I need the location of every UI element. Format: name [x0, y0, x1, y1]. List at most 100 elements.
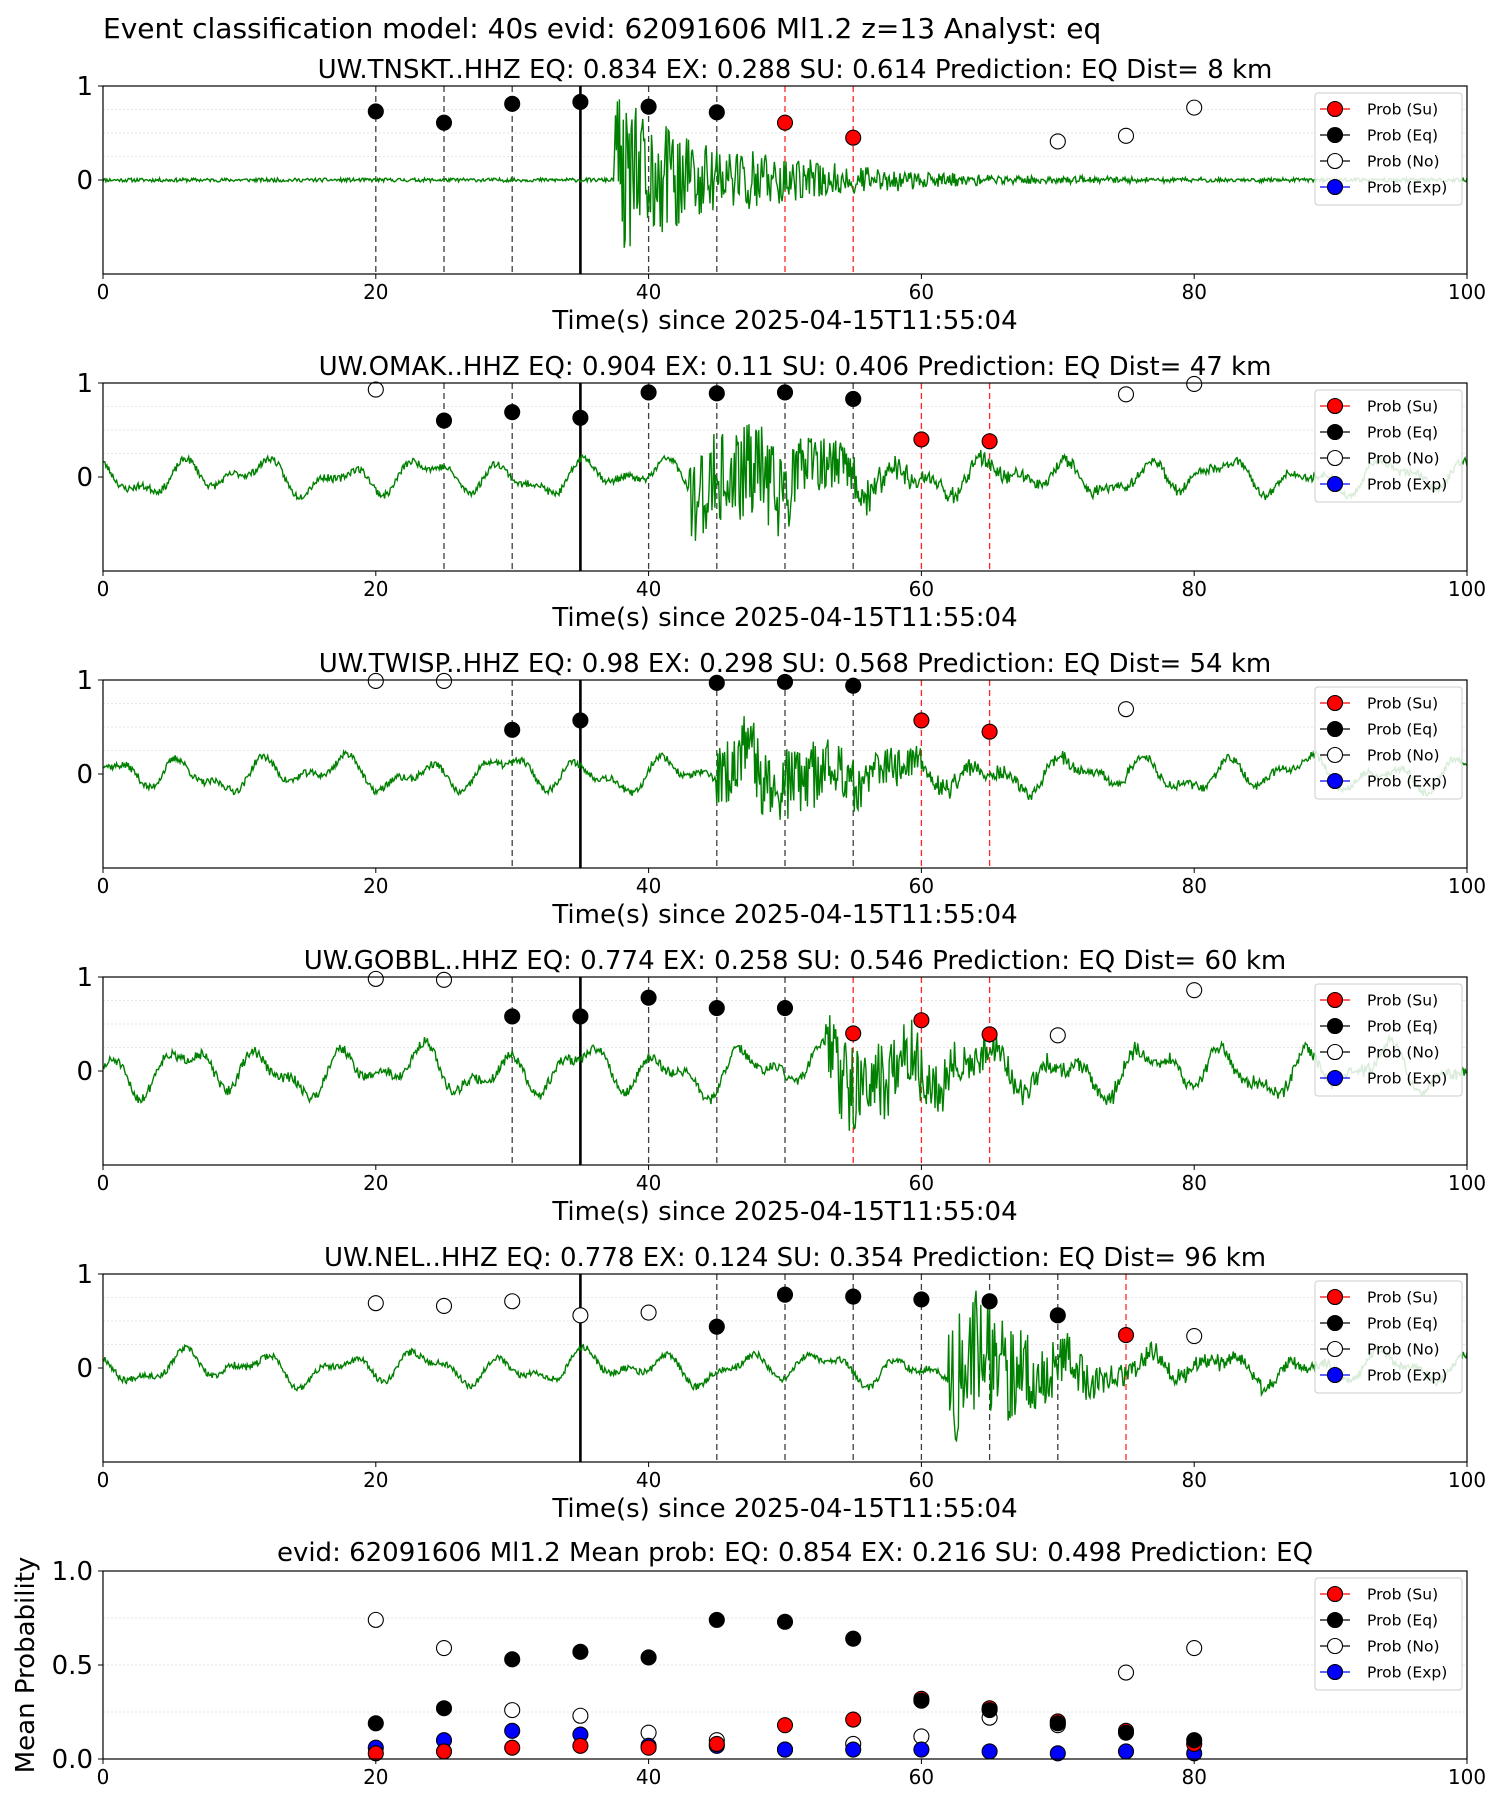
legend-marker-su — [1326, 1585, 1344, 1603]
mean-point-su — [572, 1737, 589, 1754]
legend-box — [1314, 389, 1463, 503]
mean-point-su — [435, 1743, 453, 1760]
legend-label-eq: Prob (Eq) — [1367, 721, 1438, 739]
legend-marker-su — [1326, 991, 1344, 1009]
mean-point-eq — [913, 1692, 930, 1709]
x-tick-label: 20 — [363, 1171, 388, 1195]
station-panel-5: UW.NEL..HHZ EQ: 0.778 EX: 0.124 SU: 0.35… — [76, 1243, 1486, 1524]
prob-point-no — [367, 672, 384, 689]
prob-point-eq — [776, 673, 794, 690]
prob-point-no — [367, 381, 384, 398]
x-tick-label: 60 — [909, 1468, 934, 1492]
y-tick-label: 1 — [76, 1260, 93, 1290]
prob-point-eq — [708, 1318, 725, 1335]
mean-point-eq — [1186, 1732, 1203, 1749]
prob-point-su — [981, 1026, 998, 1043]
legend-marker-no — [1326, 1043, 1344, 1061]
x-tick-label: 100 — [1448, 280, 1486, 304]
legend-marker-exp — [1326, 178, 1344, 196]
x-tick-label: 40 — [636, 1468, 661, 1492]
legend-label-exp: Prob (Exp) — [1367, 179, 1447, 197]
prob-point-eq — [572, 712, 589, 729]
legend-marker-no — [1326, 1340, 1344, 1358]
legend-box — [1314, 1577, 1463, 1691]
legend-label-eq: Prob (Eq) — [1367, 1315, 1438, 1333]
panel-title: UW.NEL..HHZ EQ: 0.778 EX: 0.124 SU: 0.35… — [324, 1243, 1266, 1273]
mean-point-no — [572, 1707, 589, 1724]
mean-point-exp — [1117, 1743, 1135, 1760]
prob-point-eq — [367, 103, 384, 120]
mean-point-eq — [776, 1613, 794, 1630]
mean-point-exp — [1049, 1745, 1066, 1762]
mean-point-exp — [981, 1743, 998, 1760]
prob-point-eq — [640, 384, 657, 401]
prob-point-no — [1117, 386, 1135, 403]
x-tick-label: 20 — [363, 1468, 388, 1492]
prob-point-eq — [845, 677, 862, 694]
x-tick-label: 60 — [909, 577, 934, 601]
legend-marker-eq — [1326, 720, 1344, 738]
prob-point-no — [435, 1297, 453, 1315]
legend-label-exp: Prob (Exp) — [1367, 1070, 1447, 1088]
prob-point-eq — [504, 404, 521, 421]
x-tick-label: 40 — [636, 280, 661, 304]
mean-point-no — [435, 1640, 453, 1657]
legend-label-no: Prob (No) — [1367, 1044, 1440, 1062]
prob-point-eq — [845, 390, 862, 408]
mean-probability-panel: evid: 62091606 Ml1.2 Mean prob: EQ: 0.85… — [11, 1538, 1486, 1789]
legend-label-su: Prob (Su) — [1367, 992, 1438, 1010]
prob-point-su — [913, 712, 930, 729]
mean-point-su — [776, 1717, 794, 1734]
x-tick-label: 40 — [636, 874, 661, 898]
legend-label-su: Prob (Su) — [1367, 398, 1438, 416]
legend-label-no: Prob (No) — [1367, 450, 1440, 468]
prob-point-eq — [776, 999, 794, 1017]
legend-marker-exp — [1326, 772, 1344, 790]
mean-point-exp — [913, 1741, 930, 1758]
mean-point-eq — [367, 1715, 384, 1732]
legend-label-su: Prob (Su) — [1367, 1586, 1438, 1604]
legend-label-eq: Prob (Eq) — [1367, 1018, 1438, 1036]
prob-point-su — [776, 114, 794, 131]
x-tick-label: 80 — [1181, 1468, 1206, 1492]
x-tick-label: 60 — [909, 280, 934, 304]
prob-point-no — [435, 971, 453, 988]
legend-label-eq: Prob (Eq) — [1367, 1612, 1438, 1630]
prob-point-no — [572, 1307, 589, 1324]
panels: UW.TNSKT..HHZ EQ: 0.834 EX: 0.288 SU: 0.… — [11, 55, 1486, 1789]
legend-label-eq: Prob (Eq) — [1367, 424, 1438, 442]
legend-marker-exp — [1326, 1069, 1344, 1087]
y-tick-label: 1 — [76, 72, 93, 102]
waveform-trace — [102, 1015, 1468, 1131]
legend-marker-su — [1326, 100, 1344, 118]
prob-point-no — [1117, 701, 1135, 718]
mean-point-eq — [504, 1651, 521, 1668]
x-tick-label: 40 — [636, 1765, 661, 1789]
legend-label-no: Prob (No) — [1367, 1341, 1440, 1359]
legend-marker-exp — [1326, 1663, 1344, 1681]
prob-point-su — [981, 723, 998, 740]
x-tick-label: 80 — [1181, 874, 1206, 898]
legend-marker-eq — [1326, 1017, 1344, 1035]
prob-point-eq — [776, 1286, 794, 1303]
mean-point-no — [504, 1702, 521, 1719]
y-tick-label: 0 — [76, 760, 93, 790]
panel-title: UW.GOBBL..HHZ EQ: 0.774 EX: 0.258 SU: 0.… — [304, 946, 1286, 976]
prob-point-no — [1186, 982, 1203, 999]
mean-point-eq — [845, 1630, 862, 1647]
legend-marker-eq — [1326, 1611, 1344, 1629]
mean-point-eq — [435, 1700, 453, 1717]
station-panel-3: UW.TWISP..HHZ EQ: 0.98 EX: 0.298 SU: 0.5… — [76, 649, 1486, 930]
prob-point-no — [367, 970, 384, 987]
x-tick-label: 100 — [1448, 577, 1486, 601]
x-tick-label: 80 — [1181, 1171, 1206, 1195]
prob-point-eq — [572, 93, 589, 111]
prob-point-eq — [640, 989, 657, 1006]
x-tick-label: 100 — [1448, 874, 1486, 898]
mean-point-no — [367, 1611, 384, 1628]
prob-point-eq — [708, 674, 725, 691]
x-tick-label: 100 — [1448, 1765, 1486, 1789]
legend-label-su: Prob (Su) — [1367, 101, 1438, 119]
legend-label-no: Prob (No) — [1367, 747, 1440, 765]
x-axis-label: Time(s) since 2025-04-15T11:55:04 — [551, 900, 1017, 930]
